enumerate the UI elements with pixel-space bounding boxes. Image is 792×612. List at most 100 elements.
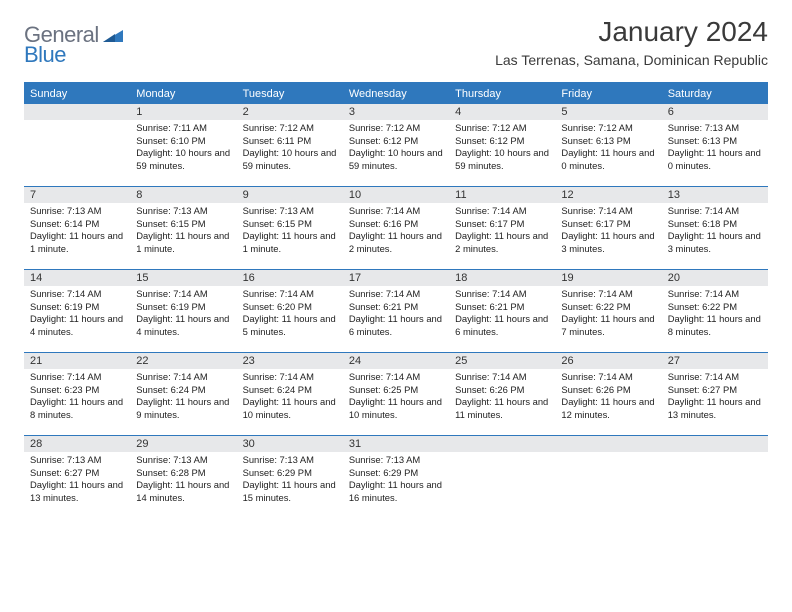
sunset-text: Sunset: 6:25 PM	[349, 384, 443, 397]
sunrise-text: Sunrise: 7:13 AM	[243, 205, 337, 218]
calendar-day: 12Sunrise: 7:14 AMSunset: 6:17 PMDayligh…	[555, 187, 661, 269]
daylight-text: Daylight: 11 hours and 6 minutes.	[349, 313, 443, 338]
calendar-week: 21Sunrise: 7:14 AMSunset: 6:23 PMDayligh…	[24, 353, 768, 436]
day-number: 3	[343, 104, 449, 120]
day-number: 21	[24, 353, 130, 369]
calendar-day: 26Sunrise: 7:14 AMSunset: 6:26 PMDayligh…	[555, 353, 661, 435]
daylight-text: Daylight: 11 hours and 14 minutes.	[136, 479, 230, 504]
daylight-text: Daylight: 11 hours and 5 minutes.	[243, 313, 337, 338]
sunrise-text: Sunrise: 7:12 AM	[455, 122, 549, 135]
day-body: Sunrise: 7:12 AMSunset: 6:12 PMDaylight:…	[449, 120, 555, 177]
sunset-text: Sunset: 6:13 PM	[561, 135, 655, 148]
sunrise-text: Sunrise: 7:14 AM	[561, 288, 655, 301]
sunrise-text: Sunrise: 7:14 AM	[243, 288, 337, 301]
day-number: 19	[555, 270, 661, 286]
sunrise-text: Sunrise: 7:14 AM	[668, 371, 762, 384]
day-body: Sunrise: 7:13 AMSunset: 6:15 PMDaylight:…	[237, 203, 343, 260]
day-number: 6	[662, 104, 768, 120]
daylight-text: Daylight: 11 hours and 13 minutes.	[668, 396, 762, 421]
day-number: 14	[24, 270, 130, 286]
dow-sunday: Sunday	[24, 84, 130, 104]
day-number	[555, 436, 661, 452]
daylight-text: Daylight: 11 hours and 2 minutes.	[349, 230, 443, 255]
brand-text-blue: Blue	[24, 42, 66, 68]
day-number: 10	[343, 187, 449, 203]
calendar-day	[662, 436, 768, 518]
day-body	[449, 452, 555, 458]
location-text: Las Terrenas, Samana, Dominican Republic	[495, 52, 768, 68]
sunset-text: Sunset: 6:24 PM	[243, 384, 337, 397]
daylight-text: Daylight: 11 hours and 1 minute.	[30, 230, 124, 255]
sunset-text: Sunset: 6:13 PM	[668, 135, 762, 148]
daylight-text: Daylight: 11 hours and 15 minutes.	[243, 479, 337, 504]
daylight-text: Daylight: 11 hours and 16 minutes.	[349, 479, 443, 504]
day-number: 23	[237, 353, 343, 369]
day-number: 31	[343, 436, 449, 452]
sunrise-text: Sunrise: 7:14 AM	[455, 371, 549, 384]
calendar-day: 16Sunrise: 7:14 AMSunset: 6:20 PMDayligh…	[237, 270, 343, 352]
sunset-text: Sunset: 6:29 PM	[349, 467, 443, 480]
day-number: 17	[343, 270, 449, 286]
brand-triangle-icon	[103, 28, 123, 47]
sunrise-text: Sunrise: 7:14 AM	[136, 288, 230, 301]
sunset-text: Sunset: 6:26 PM	[455, 384, 549, 397]
sunrise-text: Sunrise: 7:14 AM	[561, 371, 655, 384]
daylight-text: Daylight: 10 hours and 59 minutes.	[243, 147, 337, 172]
day-number: 2	[237, 104, 343, 120]
calendar-day: 15Sunrise: 7:14 AMSunset: 6:19 PMDayligh…	[130, 270, 236, 352]
calendar-day	[24, 104, 130, 186]
calendar-day: 24Sunrise: 7:14 AMSunset: 6:25 PMDayligh…	[343, 353, 449, 435]
daylight-text: Daylight: 11 hours and 0 minutes.	[561, 147, 655, 172]
day-number: 4	[449, 104, 555, 120]
sunrise-text: Sunrise: 7:14 AM	[668, 288, 762, 301]
day-body: Sunrise: 7:11 AMSunset: 6:10 PMDaylight:…	[130, 120, 236, 177]
sunset-text: Sunset: 6:12 PM	[455, 135, 549, 148]
sunset-text: Sunset: 6:15 PM	[243, 218, 337, 231]
sunrise-text: Sunrise: 7:14 AM	[30, 288, 124, 301]
day-number: 5	[555, 104, 661, 120]
day-number: 1	[130, 104, 236, 120]
dow-wednesday: Wednesday	[343, 84, 449, 104]
daylight-text: Daylight: 11 hours and 8 minutes.	[668, 313, 762, 338]
daylight-text: Daylight: 11 hours and 9 minutes.	[136, 396, 230, 421]
day-body: Sunrise: 7:13 AMSunset: 6:29 PMDaylight:…	[343, 452, 449, 509]
sunrise-text: Sunrise: 7:13 AM	[136, 205, 230, 218]
day-number: 29	[130, 436, 236, 452]
daylight-text: Daylight: 11 hours and 0 minutes.	[668, 147, 762, 172]
calendar-day	[449, 436, 555, 518]
calendar-day: 3Sunrise: 7:12 AMSunset: 6:12 PMDaylight…	[343, 104, 449, 186]
day-number: 8	[130, 187, 236, 203]
sunrise-text: Sunrise: 7:12 AM	[561, 122, 655, 135]
day-body: Sunrise: 7:14 AMSunset: 6:20 PMDaylight:…	[237, 286, 343, 343]
sunrise-text: Sunrise: 7:11 AM	[136, 122, 230, 135]
calendar-day: 19Sunrise: 7:14 AMSunset: 6:22 PMDayligh…	[555, 270, 661, 352]
day-number: 12	[555, 187, 661, 203]
daylight-text: Daylight: 10 hours and 59 minutes.	[349, 147, 443, 172]
day-number: 7	[24, 187, 130, 203]
day-number	[449, 436, 555, 452]
daylight-text: Daylight: 11 hours and 1 minute.	[243, 230, 337, 255]
daylight-text: Daylight: 11 hours and 3 minutes.	[561, 230, 655, 255]
calendar-day: 20Sunrise: 7:14 AMSunset: 6:22 PMDayligh…	[662, 270, 768, 352]
daylight-text: Daylight: 11 hours and 10 minutes.	[243, 396, 337, 421]
day-number: 20	[662, 270, 768, 286]
day-body: Sunrise: 7:13 AMSunset: 6:29 PMDaylight:…	[237, 452, 343, 509]
calendar-day: 4Sunrise: 7:12 AMSunset: 6:12 PMDaylight…	[449, 104, 555, 186]
dow-friday: Friday	[555, 84, 661, 104]
day-number: 25	[449, 353, 555, 369]
sunset-text: Sunset: 6:12 PM	[349, 135, 443, 148]
sunrise-text: Sunrise: 7:12 AM	[243, 122, 337, 135]
daylight-text: Daylight: 11 hours and 1 minute.	[136, 230, 230, 255]
sunset-text: Sunset: 6:19 PM	[136, 301, 230, 314]
calendar-day: 5 Sunrise: 7:12 AMSunset: 6:13 PMDaylight…	[555, 104, 661, 186]
sunrise-text: Sunrise: 7:13 AM	[30, 454, 124, 467]
day-body: Sunrise: 7:14 AMSunset: 6:17 PMDaylight:…	[449, 203, 555, 260]
day-number: 30	[237, 436, 343, 452]
daylight-text: Daylight: 11 hours and 10 minutes.	[349, 396, 443, 421]
calendar-day: 17Sunrise: 7:14 AMSunset: 6:21 PMDayligh…	[343, 270, 449, 352]
day-number: 28	[24, 436, 130, 452]
calendar-week: 7Sunrise: 7:13 AMSunset: 6:14 PMDaylight…	[24, 187, 768, 270]
day-body: Sunrise: 7:14 AMSunset: 6:22 PMDaylight:…	[662, 286, 768, 343]
sunrise-text: Sunrise: 7:13 AM	[136, 454, 230, 467]
day-body: Sunrise: 7:14 AMSunset: 6:19 PMDaylight:…	[24, 286, 130, 343]
